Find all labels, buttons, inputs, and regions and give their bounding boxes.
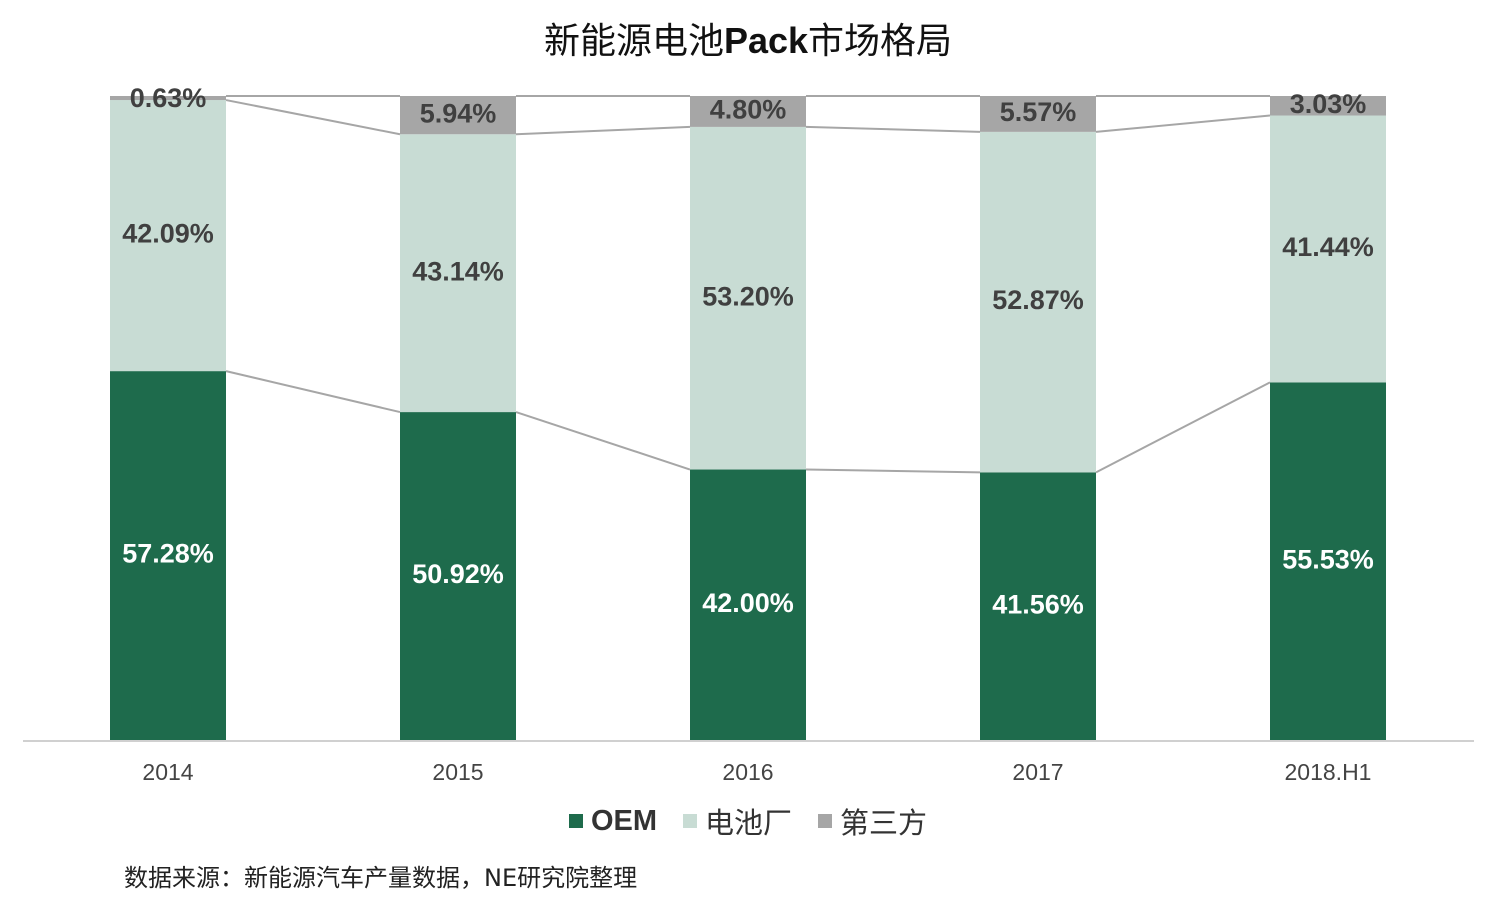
data-label-OEM-2014: 57.28%	[122, 539, 214, 569]
series-line	[225, 99, 401, 136]
series-line	[1095, 114, 1271, 133]
data-label-OEM-2017: 41.56%	[992, 589, 1084, 619]
data-label-OEM-2015: 50.92%	[412, 559, 504, 589]
bar-电池厂-2017	[980, 131, 1096, 473]
bar-第三方-2016	[690, 96, 806, 127]
bar-OEM-2017	[980, 472, 1096, 740]
bar-第三方-2015	[400, 96, 516, 135]
bar-第三方-2014	[110, 96, 226, 101]
title-prefix: 新能源电池	[543, 21, 724, 62]
legend: OEM 电池厂 第三方	[0, 800, 1496, 842]
data-label-第三方-2014: 0.63%	[130, 83, 207, 113]
legend-item-oem: OEM	[568, 800, 658, 842]
legend-item-battery-maker: 电池厂	[683, 800, 792, 842]
data-label-OEM-2016: 42.00%	[702, 588, 794, 618]
legend-swatch-third-party	[818, 814, 833, 828]
x-tick-label: 2014	[142, 759, 193, 785]
data-label-第三方-2018.H1: 3.03%	[1290, 89, 1367, 119]
x-tick-label: 2018.H1	[1285, 759, 1372, 785]
series-line	[515, 411, 691, 471]
data-label-OEM-2018.H1: 55.53%	[1282, 544, 1374, 574]
data-label-第三方-2016: 4.80%	[710, 95, 787, 125]
x-tick-label: 2017	[1012, 759, 1063, 785]
legend-swatch-oem	[568, 814, 583, 828]
series-line	[1095, 381, 1271, 474]
legend-label-oem: OEM	[590, 804, 658, 837]
data-label-第三方-2017: 5.57%	[1000, 97, 1077, 127]
bar-第三方-2018.H1	[1270, 96, 1386, 116]
bars-group	[110, 96, 1386, 740]
title-suffix: 市场格局	[808, 21, 953, 62]
series-line	[805, 125, 981, 133]
series-lines-group	[225, 95, 1271, 474]
bar-第三方-2017	[980, 96, 1096, 132]
bar-OEM-2018.H1	[1270, 382, 1386, 740]
bar-OEM-2014	[110, 371, 226, 740]
source-note: 数据来源：新能源汽车产量数据，NE研究院整理	[124, 864, 638, 892]
data-labels-group: 57.28% 42.09% 0.63% 2014 50.92% 43.14% 5.94% 20…	[122, 83, 1374, 785]
bar-OEM-2016	[690, 469, 806, 740]
x-tick-label: 2016	[722, 759, 773, 785]
title-bold: Pack	[723, 20, 809, 61]
bar-电池厂-2015	[400, 134, 516, 413]
bar-电池厂-2018.H1	[1270, 115, 1386, 383]
chart-title: 新能源电池Pack市场格局	[0, 12, 1496, 64]
series-line	[805, 468, 981, 474]
series-line	[515, 125, 691, 136]
data-label-电池厂-2016: 53.20%	[702, 281, 794, 311]
bar-OEM-2015	[400, 412, 516, 740]
data-label-电池厂-2015: 43.14%	[412, 256, 504, 286]
data-label-电池厂-2014: 42.09%	[122, 219, 214, 249]
legend-label-third-party: 第三方	[840, 806, 928, 840]
series-line	[225, 370, 401, 414]
legend-item-third-party: 第三方	[818, 800, 927, 842]
bar-电池厂-2014	[110, 100, 226, 372]
legend-label-battery-maker: 电池厂	[705, 806, 793, 840]
x-tick-label: 2015	[432, 759, 483, 785]
legend-swatch-battery-maker	[683, 814, 698, 828]
data-label-电池厂-2018.H1: 41.44%	[1282, 232, 1374, 262]
bar-电池厂-2016	[690, 126, 806, 470]
data-label-第三方-2015: 5.94%	[420, 98, 497, 128]
data-label-电池厂-2017: 52.87%	[992, 285, 1084, 315]
